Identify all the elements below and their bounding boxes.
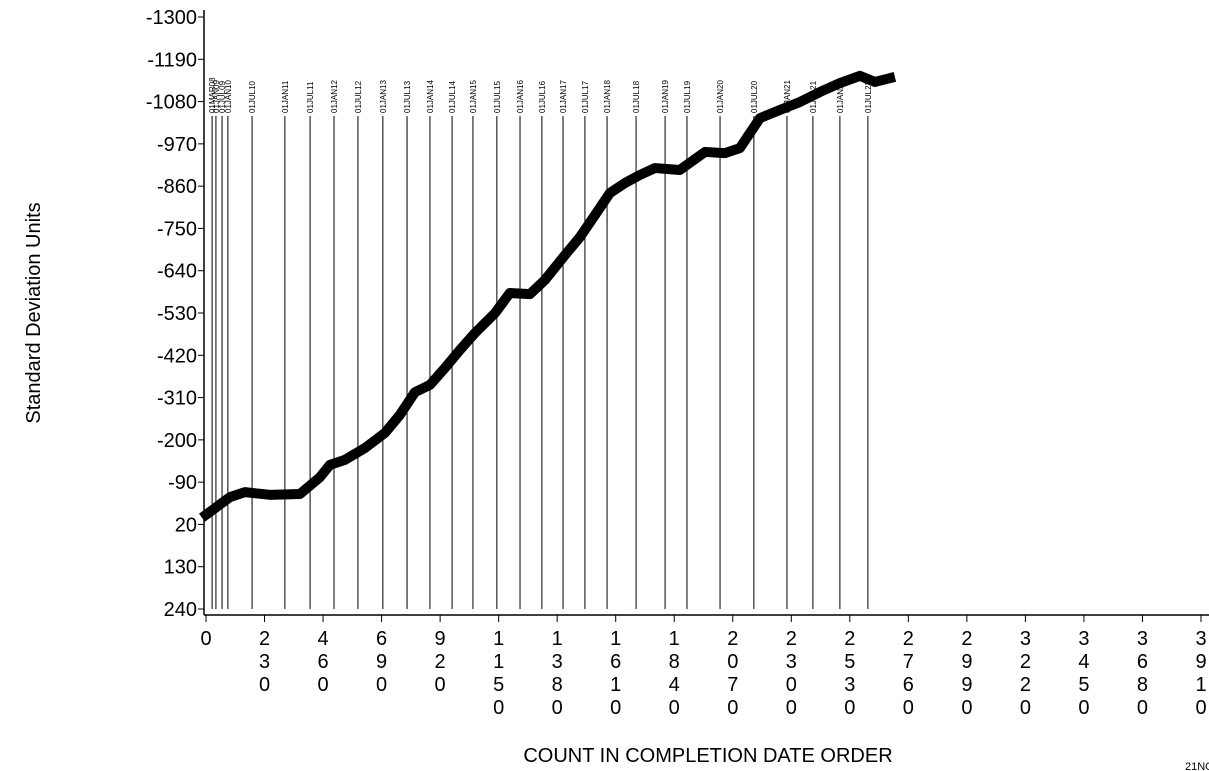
reference-label: 01JUL11 [306,81,315,113]
data-line [199,70,897,522]
x-tick-label: 3910 [1195,628,1207,719]
reference-label: 01JUL16 [538,80,547,113]
y-tick-label: -640 [157,261,197,283]
footnote: 21NO [1185,761,1209,771]
reference-label: 01JUL22 [864,80,873,113]
x-tick-label: 920 [434,628,446,696]
x-tick-label: 690 [376,628,388,696]
reference-label: 01JAN21 [783,80,792,113]
reference-label: 01JUL15 [493,80,502,113]
x-axis-label: COUNT IN COMPLETION DATE ORDER [523,745,892,767]
reference-label: 01JAN09 [212,80,221,113]
reference-label: 01JAN19 [661,80,670,113]
y-tick-label: 130 [164,557,197,579]
reference-label: 01JAN11 [281,80,290,113]
reference-label: 01JUL18 [632,80,641,113]
reference-label: 01JAN12 [330,80,339,113]
reference-label: 01JUL09 [218,80,227,113]
reference-label: 01JUL17 [581,80,590,113]
reference-label: 01JAN16 [516,80,525,113]
reference-label: 01JUL10 [248,80,257,113]
reference-label: 01JAN17 [559,80,568,113]
reference-label: 01JAN20 [716,80,725,113]
reference-label: 01JAN13 [379,80,388,113]
y-tick-label: -310 [157,388,197,410]
y-tick-label: 20 [175,514,197,536]
y-tick-label: -860 [157,176,197,198]
reference-label: 01JUL13 [403,80,412,113]
x-tick-label: 0 [200,628,212,650]
reference-label: 01JUL12 [354,80,363,113]
y-tick-label: 240 [164,599,197,621]
x-tick-label: 1150 [493,628,505,719]
reference-label: 01JAN18 [603,80,612,113]
reference-label: 01JAN22 [836,80,845,113]
y-tick-label: -90 [168,472,197,494]
y-tick-label: -750 [157,218,197,240]
x-tick-label: 2300 [785,628,797,719]
y-tick-label: -1190 [147,49,197,71]
reference-label: 01JAN10 [224,80,233,113]
reference-label: 01JUL20 [750,80,759,113]
y-tick-label: -1300 [146,7,197,29]
x-tick-label: 2530 [844,628,856,719]
y-tick-label: -1080 [146,92,197,114]
y-tick-label: -200 [157,430,197,452]
y-tick-label: -420 [157,345,197,367]
x-tick-label: 460 [317,628,329,696]
x-tick-label: 2990 [961,628,973,719]
y-axis-label: Standard Deviation Units [23,202,45,423]
reference-label: 01JUL14 [448,80,457,113]
x-tick-label: 3450 [1078,628,1090,719]
x-tick-label: 230 [258,628,271,696]
x-tick-label: 3680 [1136,628,1149,719]
x-tick-label: 1380 [551,628,563,719]
x-tick-label: 1840 [668,628,680,719]
reference-label: 01JAN14 [426,80,435,113]
y-tick-label: -970 [157,134,197,156]
x-tick-label: 2760 [902,628,914,719]
reference-label: 01MAR08 [208,77,217,113]
reference-label: 01JAN15 [469,80,478,113]
x-tick-label: 2070 [727,628,739,719]
x-tick-label: 1610 [610,628,622,719]
reference-label: 01JUL19 [683,80,692,113]
y-tick-label: -530 [157,303,197,325]
x-tick-label: 3220 [1019,628,1031,719]
